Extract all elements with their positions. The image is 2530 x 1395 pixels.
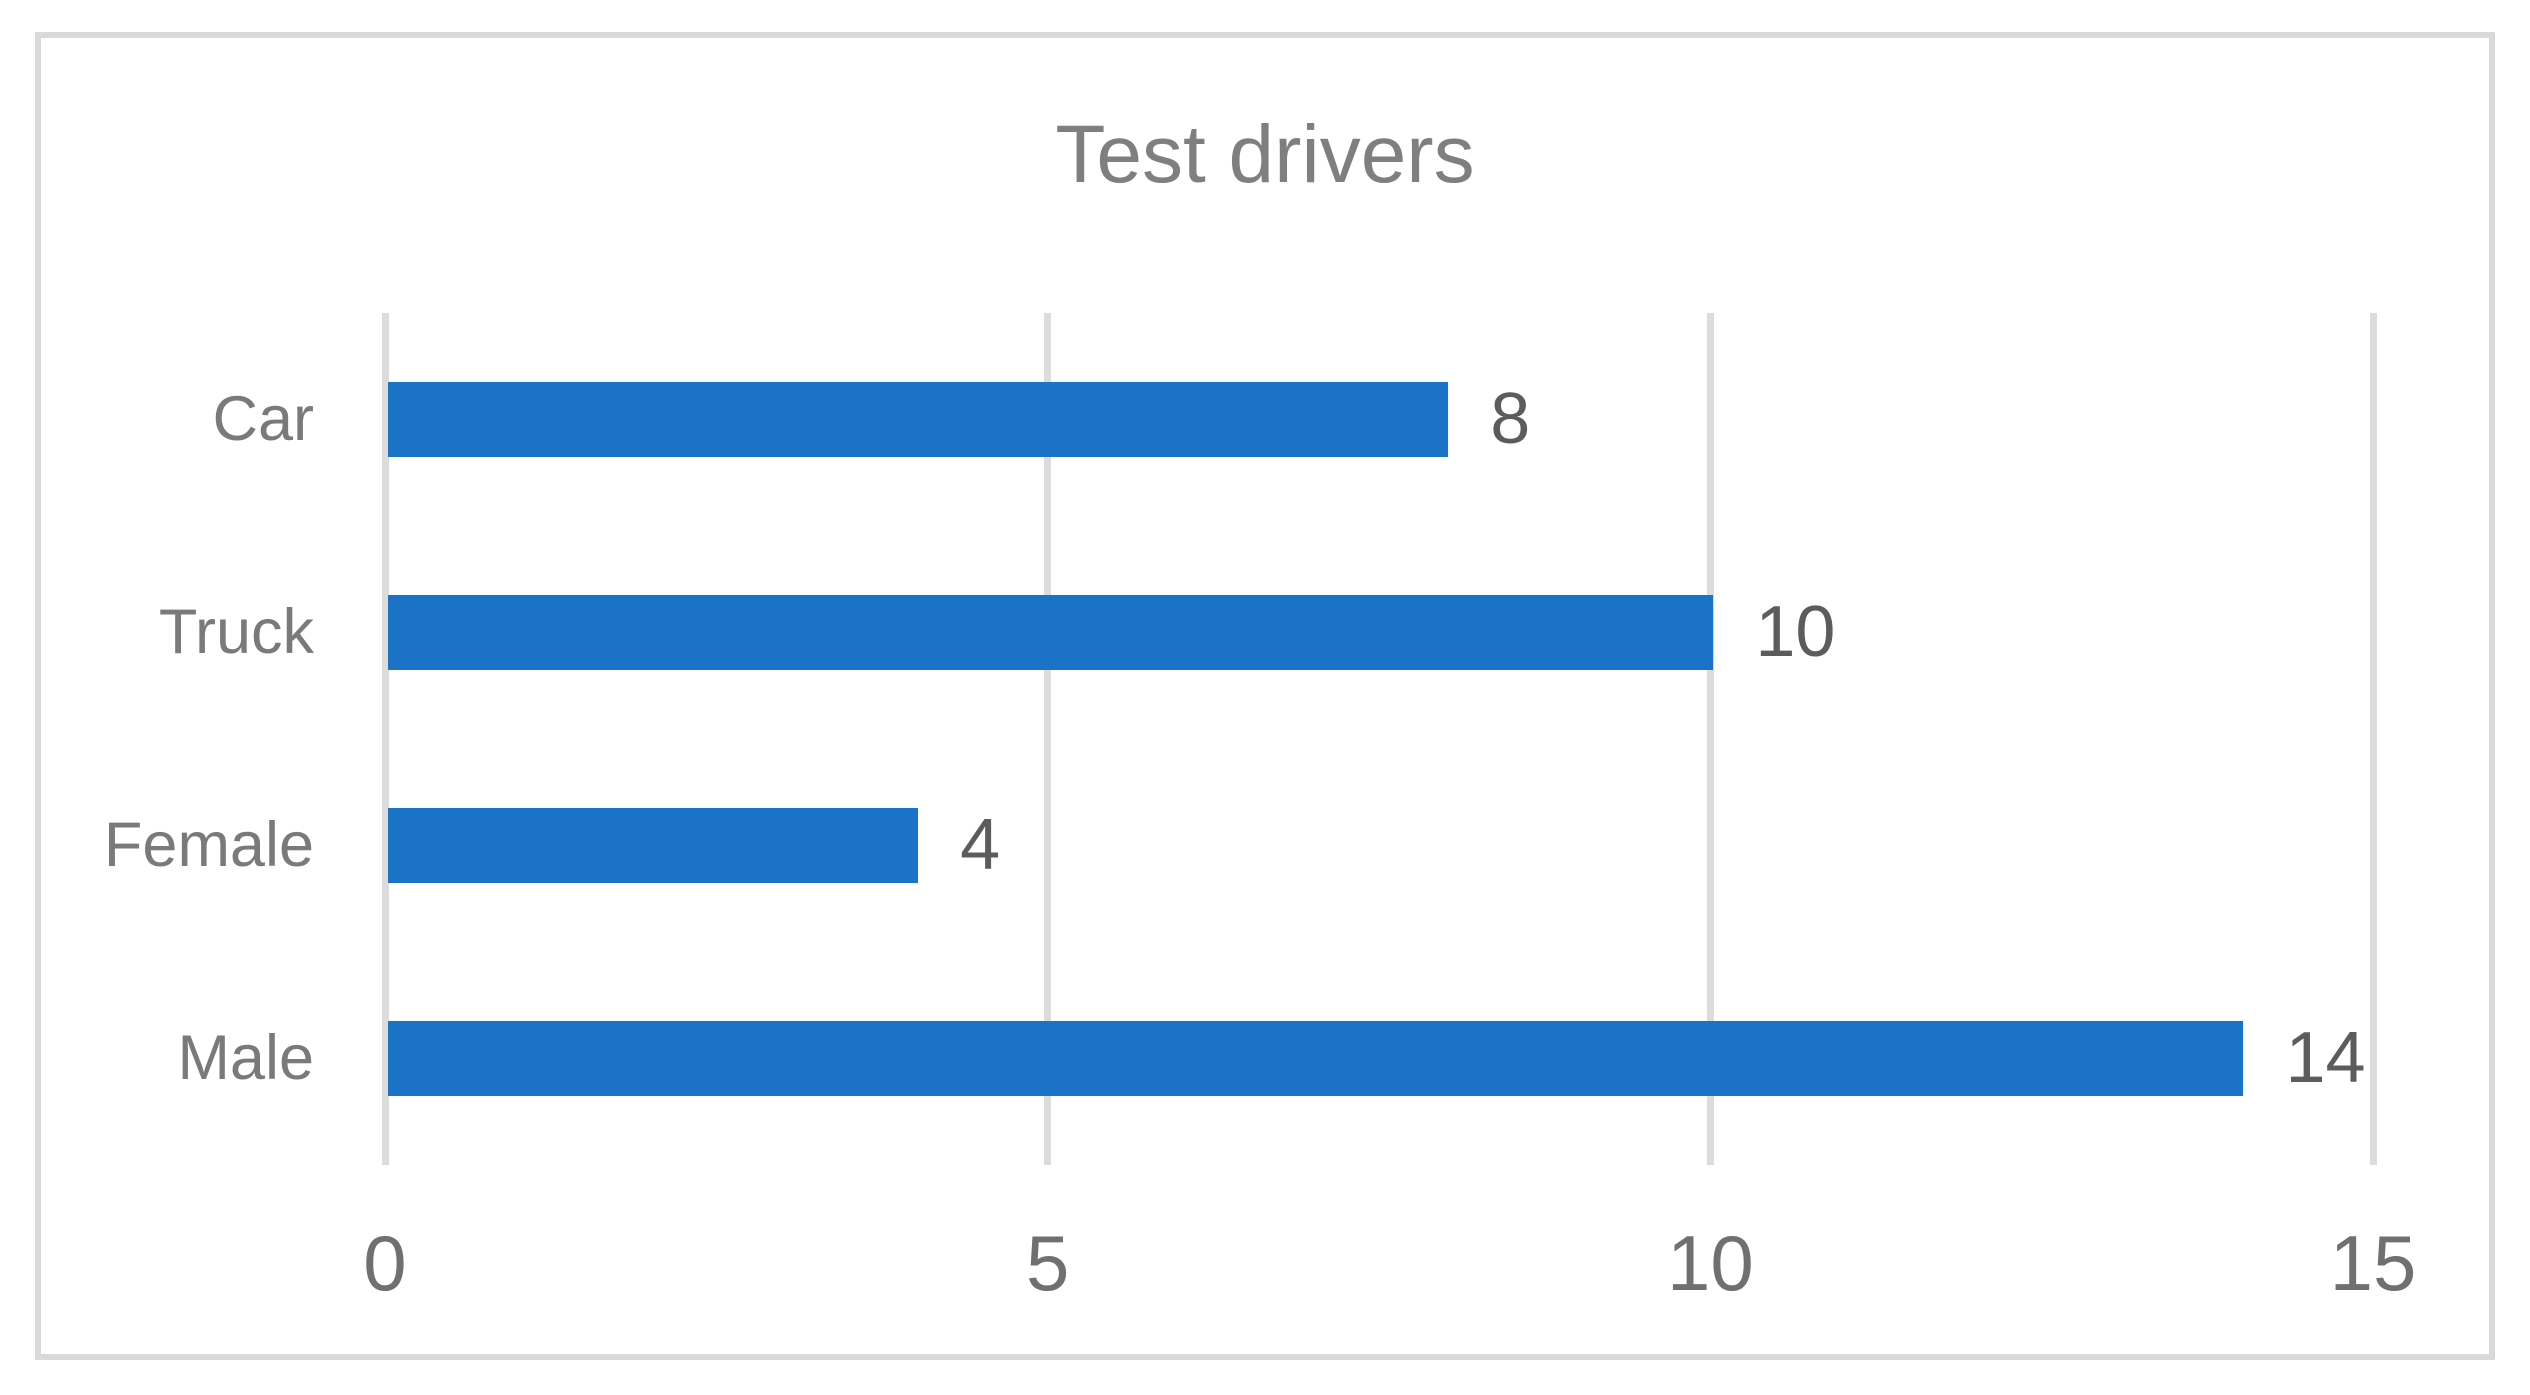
category-label-male: Male <box>177 1023 314 1093</box>
x-tick-label-3: 15 <box>2329 1219 2417 1307</box>
x-tick-label-1: 5 <box>1025 1219 1070 1307</box>
bar-truck <box>388 595 1714 670</box>
gridline <box>2369 313 2377 1165</box>
chart-frame: Test drivers 8 10 4 14 Car Truck Female … <box>35 32 2495 1360</box>
gridline <box>1706 313 1714 1165</box>
plot-area: 8 10 4 14 <box>381 313 2377 1165</box>
category-label-female: Female <box>103 810 314 880</box>
bar-female <box>388 808 919 883</box>
data-label-female: 4 <box>960 805 1001 885</box>
gridline <box>381 313 389 1165</box>
data-label-truck: 10 <box>1755 592 1836 672</box>
x-tick-label-0: 0 <box>363 1219 407 1307</box>
bar-car <box>388 382 1449 457</box>
bar-male <box>388 1021 2244 1096</box>
data-label-car: 8 <box>1490 379 1531 459</box>
category-label-car: Car <box>212 384 314 454</box>
category-label-truck: Truck <box>158 597 314 667</box>
chart-title: Test drivers <box>1055 109 1475 200</box>
x-tick-label-2: 10 <box>1666 1219 1754 1307</box>
gridline <box>1044 313 1052 1165</box>
data-label-male: 14 <box>2285 1018 2366 1098</box>
